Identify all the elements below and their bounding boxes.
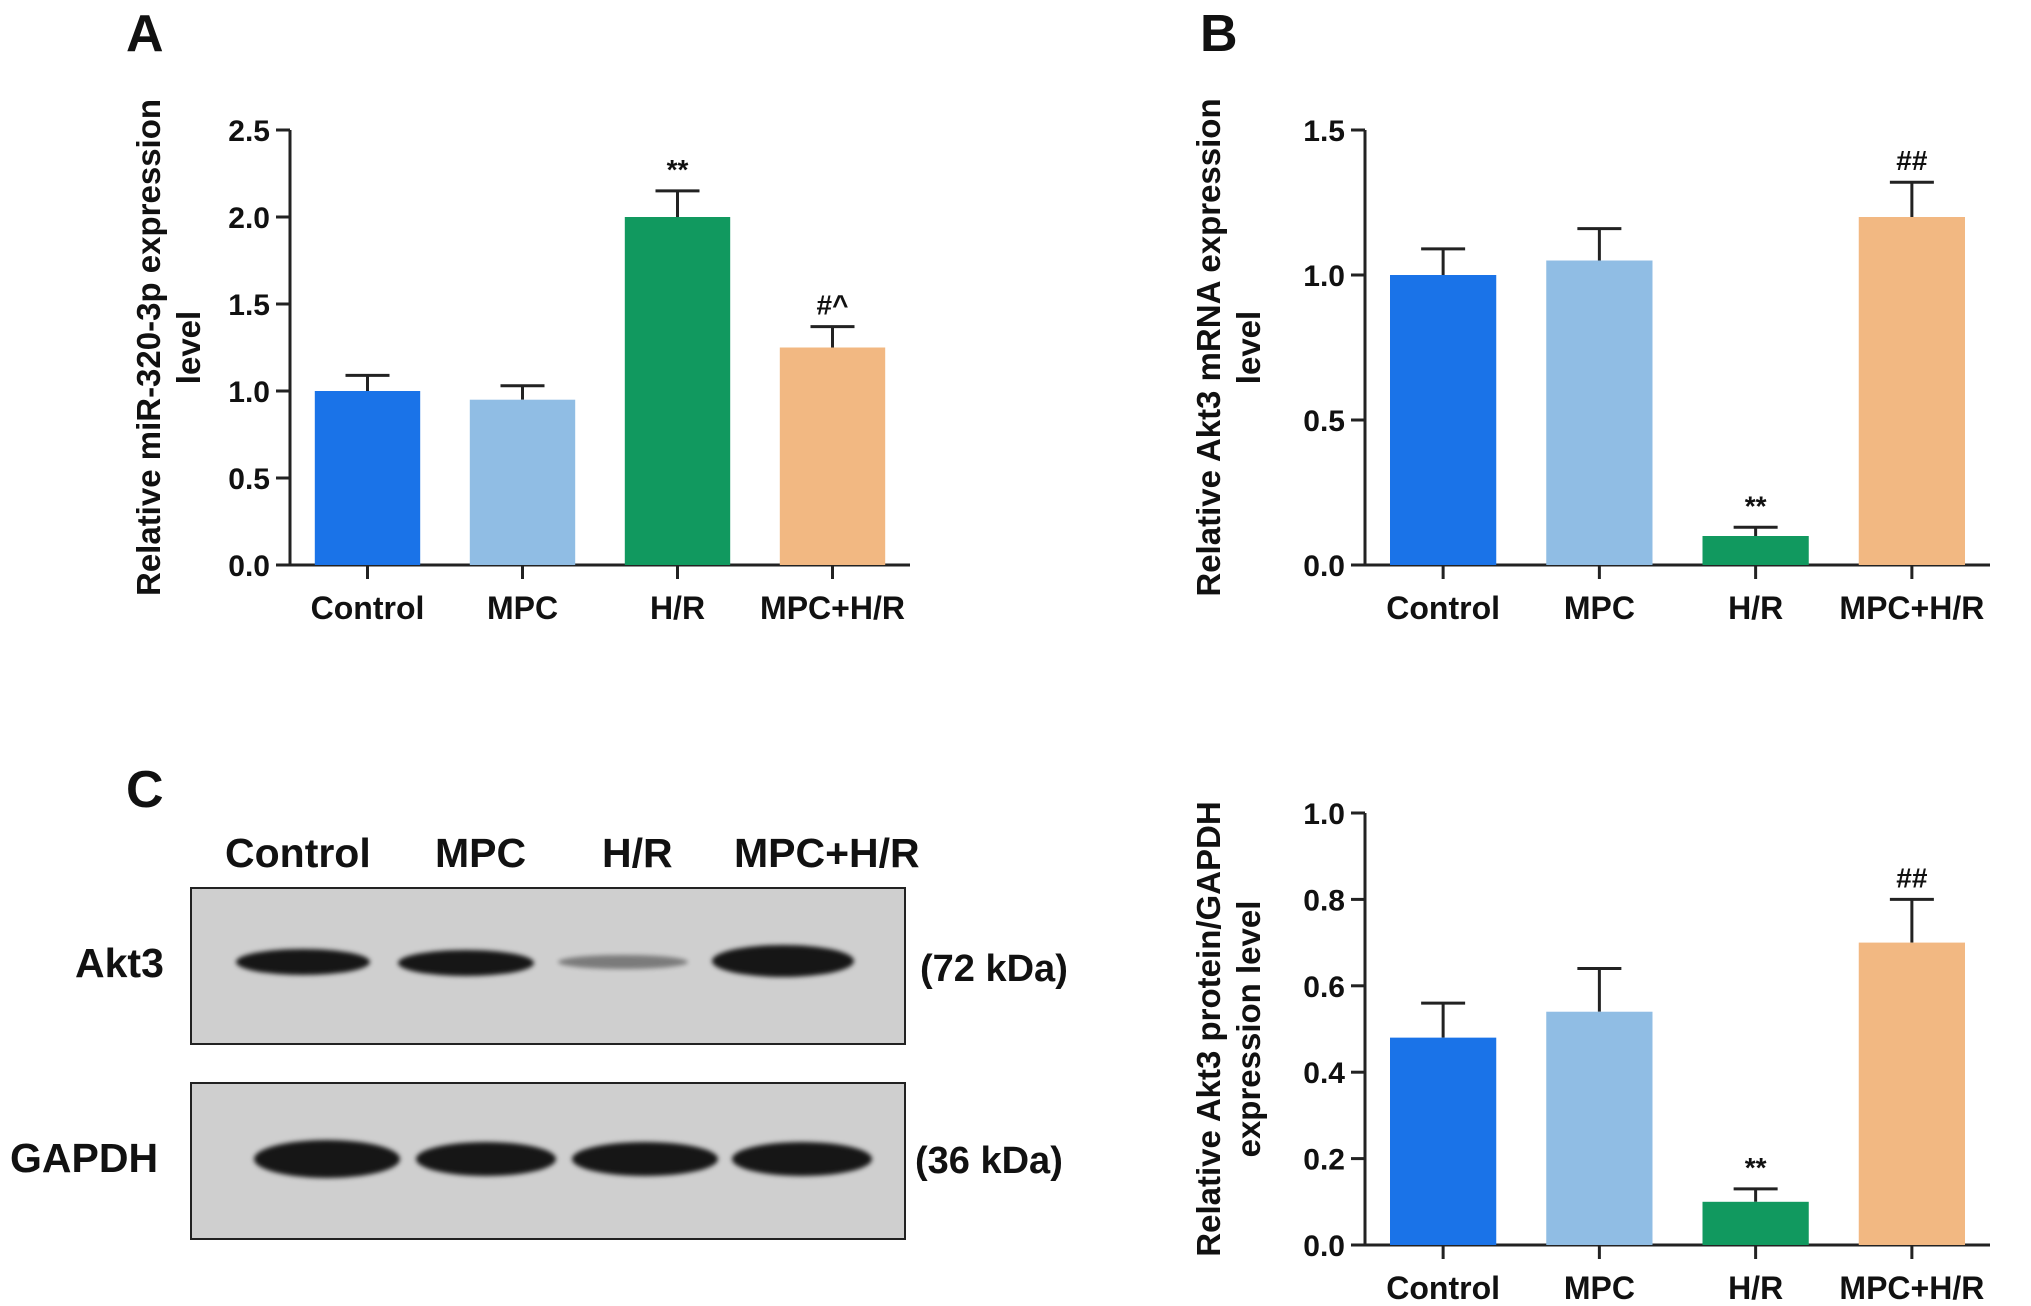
blot-lane-label-hr: H/R [602,830,673,876]
y-axis-label: level [170,311,207,384]
significance-label-h-r: ** [667,154,689,185]
bar-control [1390,275,1497,565]
y-axis-label: level [1230,311,1267,384]
blot-band-akt3-mpc [398,950,534,976]
bar-chart-akt3-protein: 0.0 0.2 0.4 0.6 0.8 1.0 Relative Akt3 protein/… [1190,798,1990,1306]
blot-band-gapdh-mpc [416,1142,556,1176]
x-tick-label-control: Control [1386,1270,1500,1306]
y-tick-label: 0.5 [1303,405,1345,438]
y-axis-label: Relative miR-320-3p expression [130,99,167,596]
blot-lane-label-mpc: MPC [435,830,527,876]
blot-band-akt3-mpc-hr [712,945,854,977]
x-tick-label-mpc: MPC [1564,1270,1635,1306]
y-tick-label: 1.0 [228,376,270,409]
bar-mpc-h-r [1858,217,1965,565]
bar-mpc-h-r [779,347,886,565]
significance-label-h-r: ** [1745,1152,1767,1183]
y-tick-label: 0.0 [1303,550,1345,583]
panel-label-c: C [126,761,164,819]
y-axis-label: expression level [1230,901,1267,1158]
y-tick-label: 0.8 [1303,884,1345,917]
bar-mpc [1546,260,1653,565]
significance-label-mpc-h-r: ## [1896,862,1928,893]
blot-band-gapdh-hr [572,1142,718,1176]
blot-band-gapdh-mpc-hr [732,1142,872,1176]
x-tick-label-control: Control [1386,590,1500,626]
blot-lane-label-control: Control [225,830,371,876]
y-tick-label: 1.0 [1303,260,1345,293]
y-tick-label: 2.0 [228,202,270,235]
y-tick-label: 0.0 [228,550,270,583]
bar-mpc [1546,1011,1653,1245]
blot-size-akt3: (72 kDa) [920,948,1068,990]
y-tick-label: 0.0 [1303,1230,1345,1263]
y-axis-label: Relative Akt3 mRNA expression [1190,98,1227,596]
y-tick-label: 0.4 [1303,1057,1345,1090]
significance-label-mpc-h-r: ## [1896,145,1928,176]
x-tick-label-mpc-h-r: MPC+H/R [1839,1270,1984,1306]
x-tick-label-mpc: MPC [1564,590,1635,626]
y-tick-label: 0.6 [1303,971,1345,1004]
y-tick-label: 1.0 [1303,798,1345,831]
y-tick-label: 1.5 [1303,115,1345,148]
x-tick-label-h-r: H/R [650,590,705,626]
significance-label-mpc-h-r: #^ [817,290,849,321]
blot-membrane-gapdh [190,1082,906,1240]
blot-size-gapdh: (36 kDa) [915,1140,1063,1182]
blot-band-akt3-control [236,949,370,975]
blot-band-akt3-hr [558,955,688,969]
bar-h-r [1702,1201,1809,1245]
x-tick-label-h-r: H/R [1728,1270,1783,1306]
panel-label-b: B [1200,5,1238,63]
bar-control [1390,1037,1497,1245]
x-tick-label-h-r: H/R [1728,590,1783,626]
y-tick-label: 2.5 [228,115,270,148]
y-tick-label: 1.5 [228,289,270,322]
western-blot: Control MPC H/R MPC+H/R Akt3 (72 kDa) GA… [0,760,1140,1306]
bar-mpc [469,399,576,565]
bar-mpc-h-r [1858,942,1965,1245]
blot-row-label-gapdh: GAPDH [10,1135,159,1181]
x-tick-label-control: Control [311,590,425,626]
bar-h-r [624,217,731,565]
blot-lane-label-mpc-hr: MPC+H/R [734,830,920,876]
bar-chart-mir320: 0.0 0.5 1.0 1.5 2.0 2.5 Relative miR-320-3p ex… [130,99,910,626]
y-tick-label: 0.2 [1303,1144,1345,1177]
significance-label-h-r: ** [1745,490,1767,521]
y-axis-label: Relative Akt3 protein/GAPDH [1190,801,1227,1256]
bar-chart-akt3-mrna: 0.0 0.5 1.0 1.5 Relative Akt3 mRNA expressio… [1190,98,1990,626]
bar-control [314,391,421,565]
bar-h-r [1702,536,1809,565]
y-tick-label: 0.5 [228,463,270,496]
blot-membrane-akt3 [190,887,906,1045]
panel-label-a: A [126,5,164,63]
x-tick-label-mpc: MPC [487,590,558,626]
x-tick-label-mpc-h-r: MPC+H/R [1839,590,1984,626]
x-tick-label-mpc-h-r: MPC+H/R [760,590,905,626]
blot-row-label-akt3: Akt3 [75,940,164,986]
blot-band-gapdh-control [254,1140,400,1178]
